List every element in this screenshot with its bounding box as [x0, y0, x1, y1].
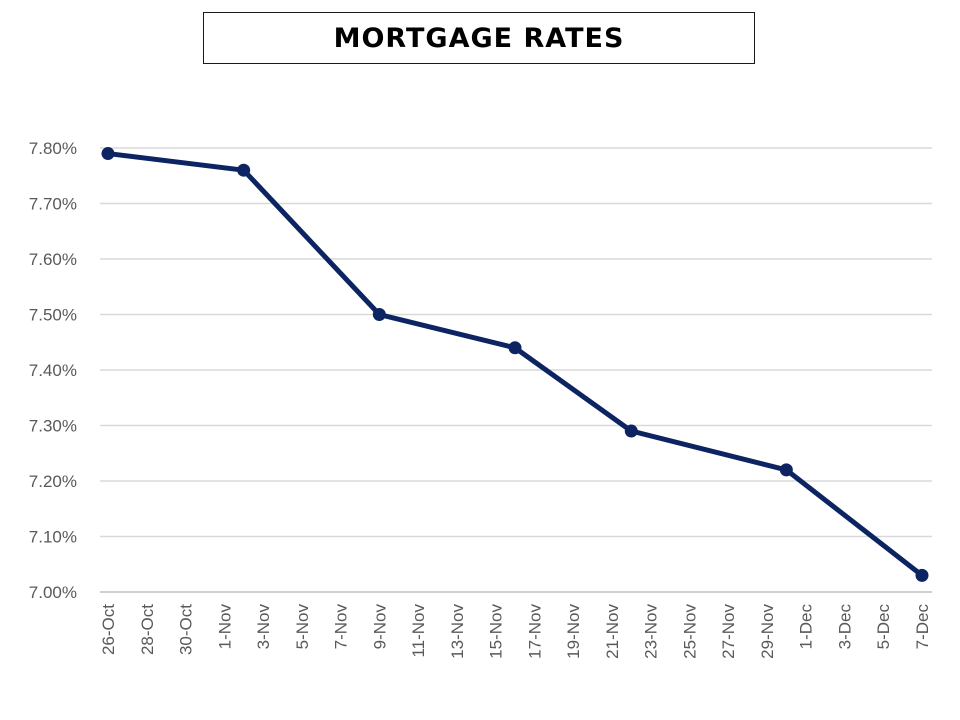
x-tick-label: 23-Nov: [642, 604, 661, 659]
y-tick-label: 7.20%: [29, 472, 77, 491]
x-tick-label: 29-Nov: [758, 604, 777, 659]
y-tick-label: 7.70%: [29, 195, 77, 214]
x-tick-label: 19-Nov: [564, 604, 583, 659]
data-point: [237, 163, 251, 177]
x-axis-labels: 26-Oct 28-Oct 30-Oct 1-Nov 3-Nov 5-Nov 7-Nov 9-…: [99, 604, 932, 659]
y-axis-labels: 7.00% 7.10% 7.20% 7.30% 7.40% 7.50% 7.60% 7.70%…: [29, 139, 77, 602]
y-tick-label: 7.30%: [29, 417, 77, 436]
x-tick-label: 1-Nov: [215, 604, 234, 650]
x-tick-label: 30-Oct: [177, 604, 196, 655]
series-line: [105, 151, 925, 578]
x-tick-label: 7-Dec: [913, 604, 932, 650]
data-point: [508, 341, 522, 355]
data-point: [779, 463, 793, 477]
x-tick-label: 28-Oct: [138, 604, 157, 655]
data-point: [101, 147, 115, 161]
data-point: [372, 308, 386, 321]
x-tick-label: 21-Nov: [603, 604, 622, 659]
x-tick-label: 26-Oct: [99, 604, 118, 655]
data-point: [624, 424, 638, 438]
y-tick-label: 7.00%: [29, 583, 77, 602]
y-tick-label: 7.80%: [29, 139, 77, 158]
x-tick-label: 1-Dec: [797, 604, 816, 650]
series-group: [101, 147, 929, 582]
x-tick-label: 27-Nov: [719, 604, 738, 659]
x-tick-label: 13-Nov: [448, 604, 467, 659]
x-tick-label: 9-Nov: [370, 604, 389, 650]
y-tick-label: 7.40%: [29, 361, 77, 380]
grid-lines: [100, 147, 932, 593]
x-tick-label: 7-Nov: [332, 604, 351, 650]
chart-title-box: MORTGAGE RATES: [203, 12, 755, 64]
x-tick-label: 5-Nov: [293, 604, 312, 650]
x-tick-label: 11-Nov: [409, 604, 428, 658]
x-tick-label: 3-Dec: [835, 604, 854, 650]
y-tick-label: 7.60%: [29, 250, 77, 269]
x-tick-label: 17-Nov: [525, 604, 544, 659]
x-tick-label: 15-Nov: [487, 604, 506, 659]
chart-title: MORTGAGE RATES: [333, 22, 625, 54]
x-tick-label: 25-Nov: [680, 604, 699, 659]
y-tick-label: 7.10%: [29, 528, 77, 547]
y-tick-label: 7.50%: [29, 306, 77, 325]
x-tick-label: 5-Dec: [874, 604, 893, 650]
x-tick-label: 3-Nov: [254, 604, 273, 650]
data-point: [915, 568, 929, 582]
